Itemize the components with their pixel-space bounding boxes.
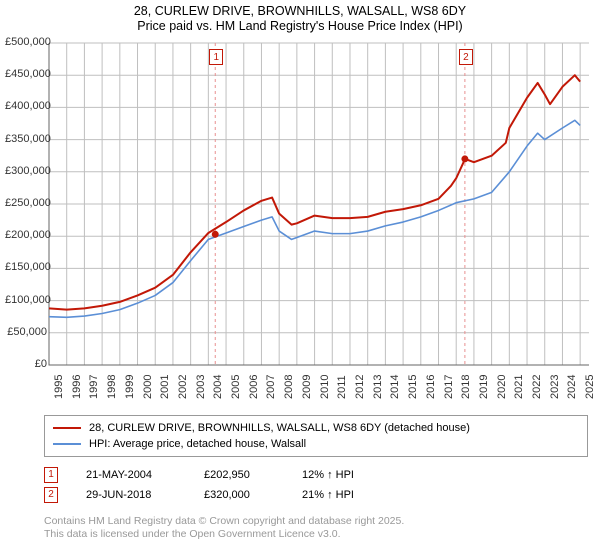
transaction-marker: 1 xyxy=(44,467,58,483)
y-axis-label: £0 xyxy=(5,358,47,370)
chart-marker-2: 2 xyxy=(459,49,473,65)
x-axis-label: 2022 xyxy=(531,375,543,399)
x-axis-label: 2013 xyxy=(372,375,384,399)
x-axis-label: 2015 xyxy=(407,375,419,399)
y-axis-label: £200,000 xyxy=(5,229,47,241)
x-axis-label: 2008 xyxy=(283,375,295,399)
y-axis-label: £300,000 xyxy=(5,165,47,177)
transaction-marker: 2 xyxy=(44,487,58,503)
attribution-footer: Contains HM Land Registry data © Crown c… xyxy=(44,515,588,541)
x-axis-label: 2018 xyxy=(460,375,472,399)
title-line-1: 28, CURLEW DRIVE, BROWNHILLS, WALSALL, W… xyxy=(0,4,600,18)
legend-swatch xyxy=(53,443,81,445)
footer-line-2: This data is licensed under the Open Gov… xyxy=(44,528,588,541)
x-axis-label: 2007 xyxy=(265,375,277,399)
x-axis-label: 2017 xyxy=(443,375,455,399)
y-axis-label: £450,000 xyxy=(5,68,47,80)
chart-marker-1: 1 xyxy=(209,49,223,65)
x-axis-label: 2011 xyxy=(336,375,348,399)
x-axis-label: 2002 xyxy=(177,375,189,399)
chart-area: £0 £50,000 £100,000 £150,000 £200,000 £250,00… xyxy=(5,39,595,409)
x-axis-label: 1999 xyxy=(124,375,136,399)
x-axis-label: 2025 xyxy=(584,375,596,399)
x-axis-label: 2003 xyxy=(195,375,207,399)
chart-title-block: 28, CURLEW DRIVE, BROWNHILLS, WALSALL, W… xyxy=(0,0,600,33)
y-axis-label: £100,000 xyxy=(5,294,47,306)
transaction-price: £320,000 xyxy=(204,485,274,505)
transaction-row: 1 21-MAY-2004 £202,950 12% ↑ HPI xyxy=(44,465,588,485)
x-axis-label: 1995 xyxy=(53,375,65,399)
title-line-2: Price paid vs. HM Land Registry's House … xyxy=(0,19,600,33)
y-axis-label: £250,000 xyxy=(5,197,47,209)
line-chart-canvas xyxy=(5,39,595,409)
legend-label: HPI: Average price, detached house, Wals… xyxy=(89,436,306,452)
legend: 28, CURLEW DRIVE, BROWNHILLS, WALSALL, W… xyxy=(44,415,588,457)
x-axis-label: 2009 xyxy=(301,375,313,399)
x-axis-label: 2024 xyxy=(566,375,578,399)
x-axis-label: 2021 xyxy=(513,375,525,399)
y-axis-label: £400,000 xyxy=(5,100,47,112)
x-axis-label: 2014 xyxy=(389,375,401,399)
x-axis-label: 1997 xyxy=(88,375,100,399)
transaction-date: 29-JUN-2018 xyxy=(86,485,176,505)
transaction-price: £202,950 xyxy=(204,465,274,485)
x-axis-label: 2023 xyxy=(549,375,561,399)
x-axis-label: 2001 xyxy=(159,375,171,399)
transaction-date: 21-MAY-2004 xyxy=(86,465,176,485)
y-axis-label: £350,000 xyxy=(5,133,47,145)
legend-swatch xyxy=(53,427,81,429)
x-axis-label: 2005 xyxy=(230,375,242,399)
footer-line-1: Contains HM Land Registry data © Crown c… xyxy=(44,515,588,528)
y-axis-label: £150,000 xyxy=(5,261,47,273)
legend-row: 28, CURLEW DRIVE, BROWNHILLS, WALSALL, W… xyxy=(53,420,579,436)
transactions-table: 1 21-MAY-2004 £202,950 12% ↑ HPI 2 29-JUN-201… xyxy=(44,465,588,505)
x-axis-label: 2006 xyxy=(248,375,260,399)
x-axis-label: 2019 xyxy=(478,375,490,399)
y-axis-label: £50,000 xyxy=(5,326,47,338)
transaction-row: 2 29-JUN-2018 £320,000 21% ↑ HPI xyxy=(44,485,588,505)
x-axis-label: 2010 xyxy=(319,375,331,399)
x-axis-label: 2016 xyxy=(425,375,437,399)
transaction-pct: 12% ↑ HPI xyxy=(302,465,354,485)
x-axis-label: 1996 xyxy=(71,375,83,399)
x-axis-label: 2004 xyxy=(212,375,224,399)
y-axis-label: £500,000 xyxy=(5,36,47,48)
x-axis-label: 1998 xyxy=(106,375,118,399)
transaction-pct: 21% ↑ HPI xyxy=(302,485,354,505)
x-axis-label: 2020 xyxy=(496,375,508,399)
x-axis-label: 2012 xyxy=(354,375,366,399)
x-axis-label: 2000 xyxy=(142,375,154,399)
legend-row: HPI: Average price, detached house, Wals… xyxy=(53,436,579,452)
legend-label: 28, CURLEW DRIVE, BROWNHILLS, WALSALL, W… xyxy=(89,420,470,436)
